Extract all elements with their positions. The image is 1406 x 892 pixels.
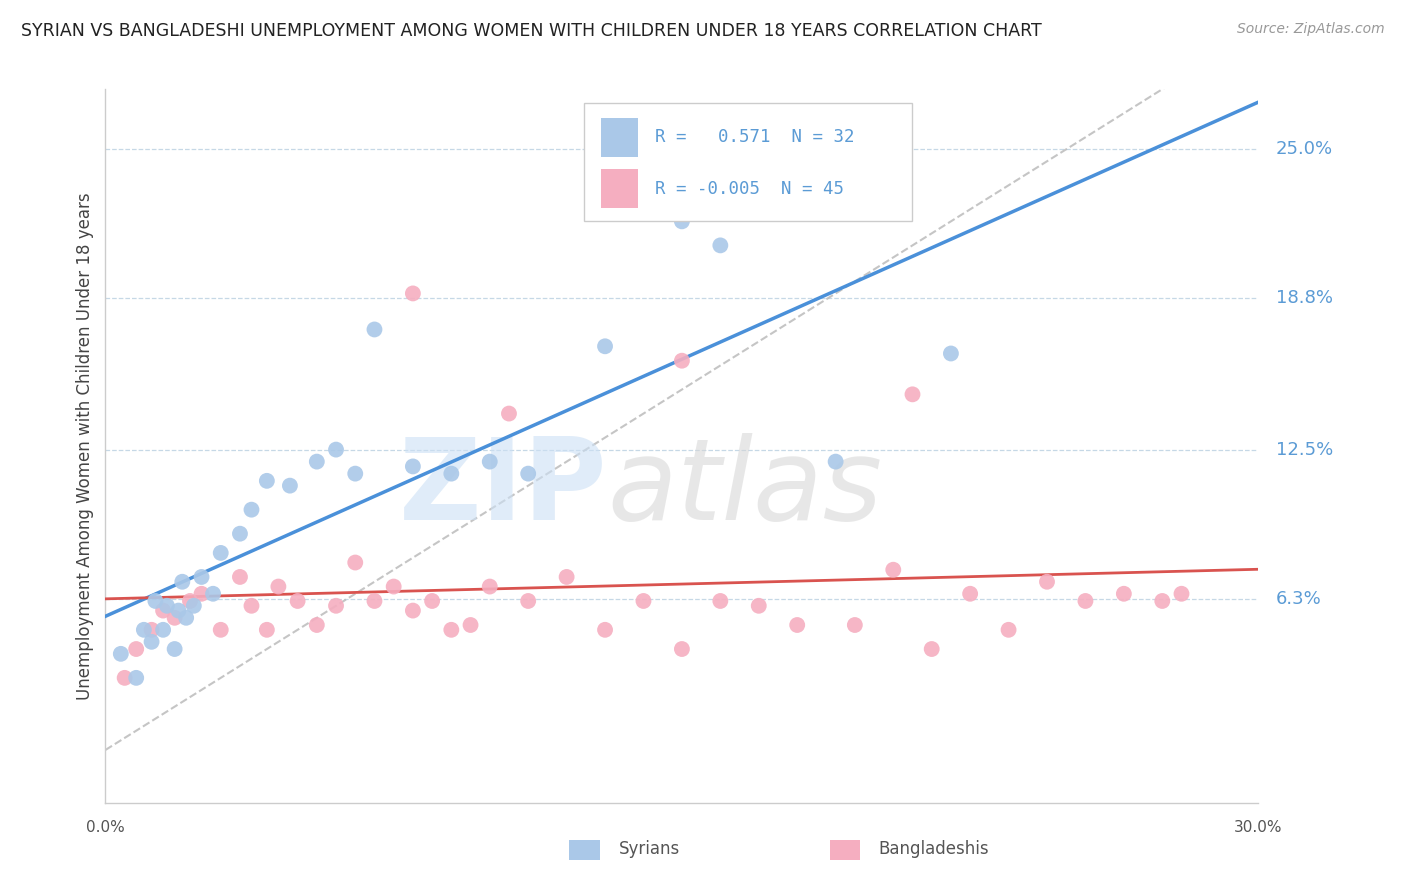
Point: [190, 570, 212, 584]
Point: [959, 587, 981, 601]
Point: [1170, 587, 1192, 601]
Point: [363, 594, 385, 608]
Point: [882, 563, 904, 577]
Point: [163, 642, 186, 657]
Point: [172, 574, 194, 589]
Point: [517, 594, 540, 608]
Point: [517, 467, 540, 481]
Point: [229, 526, 252, 541]
Point: [278, 478, 301, 492]
Point: [240, 502, 263, 516]
Point: [844, 618, 866, 632]
Point: [152, 623, 174, 637]
Bar: [602, 118, 638, 157]
Point: [114, 671, 136, 685]
Point: [363, 322, 385, 336]
Point: [344, 556, 367, 570]
Point: [125, 642, 148, 657]
Text: 25.0%: 25.0%: [1275, 140, 1333, 158]
Bar: [602, 169, 638, 209]
Point: [498, 407, 520, 421]
Point: [125, 671, 148, 685]
Point: [1112, 587, 1135, 601]
Point: [267, 580, 290, 594]
Point: [256, 474, 278, 488]
Text: 0.0%: 0.0%: [86, 820, 125, 835]
Point: [344, 467, 367, 481]
Point: [921, 642, 943, 657]
Point: [748, 599, 770, 613]
Point: [256, 623, 278, 637]
Text: Bangladeshis: Bangladeshis: [879, 840, 990, 858]
Point: [183, 599, 205, 613]
Text: R =   0.571  N = 32: R = 0.571 N = 32: [655, 128, 855, 146]
Point: [671, 353, 693, 368]
Point: [152, 604, 174, 618]
Point: [402, 604, 425, 618]
Point: [229, 570, 252, 584]
Text: atlas: atlas: [607, 434, 882, 544]
Point: [382, 580, 405, 594]
Point: [460, 618, 482, 632]
Point: [209, 623, 232, 637]
Point: [190, 587, 212, 601]
Point: [901, 387, 924, 401]
Point: [1036, 574, 1059, 589]
Point: [1074, 594, 1097, 608]
Point: [709, 594, 731, 608]
Point: [555, 570, 578, 584]
Point: [202, 587, 225, 601]
Point: [671, 214, 693, 228]
Point: [174, 611, 197, 625]
Text: 30.0%: 30.0%: [1234, 820, 1282, 835]
Point: [440, 623, 463, 637]
Point: [141, 635, 163, 649]
Point: [145, 594, 167, 608]
Point: [163, 611, 186, 625]
Point: [110, 647, 132, 661]
Point: [325, 442, 347, 457]
Point: [824, 455, 846, 469]
Text: 6.3%: 6.3%: [1275, 590, 1322, 607]
Point: [939, 346, 962, 360]
Point: [440, 467, 463, 481]
Bar: [583, 103, 912, 221]
Point: [478, 580, 501, 594]
Text: R = -0.005  N = 45: R = -0.005 N = 45: [655, 180, 845, 198]
Text: ZIP: ZIP: [398, 434, 607, 544]
Point: [420, 594, 443, 608]
Text: 12.5%: 12.5%: [1275, 441, 1333, 458]
Point: [209, 546, 232, 560]
Point: [633, 594, 655, 608]
Point: [141, 623, 163, 637]
Point: [402, 459, 425, 474]
Y-axis label: Unemployment Among Women with Children Under 18 years: Unemployment Among Women with Children U…: [76, 192, 94, 700]
Point: [1152, 594, 1174, 608]
Point: [287, 594, 309, 608]
Point: [240, 599, 263, 613]
Text: Syrians: Syrians: [619, 840, 681, 858]
Point: [179, 594, 201, 608]
Text: SYRIAN VS BANGLADESHI UNEMPLOYMENT AMONG WOMEN WITH CHILDREN UNDER 18 YEARS CORR: SYRIAN VS BANGLADESHI UNEMPLOYMENT AMONG…: [21, 22, 1042, 40]
Point: [402, 286, 425, 301]
Point: [709, 238, 731, 252]
Point: [132, 623, 155, 637]
Text: Source: ZipAtlas.com: Source: ZipAtlas.com: [1237, 22, 1385, 37]
Point: [478, 455, 501, 469]
Text: 18.8%: 18.8%: [1275, 289, 1333, 307]
Point: [786, 618, 808, 632]
Point: [997, 623, 1019, 637]
Point: [167, 604, 190, 618]
Point: [593, 623, 616, 637]
Point: [671, 642, 693, 657]
Point: [593, 339, 616, 353]
Point: [156, 599, 179, 613]
Point: [305, 618, 328, 632]
Point: [305, 455, 328, 469]
Point: [325, 599, 347, 613]
